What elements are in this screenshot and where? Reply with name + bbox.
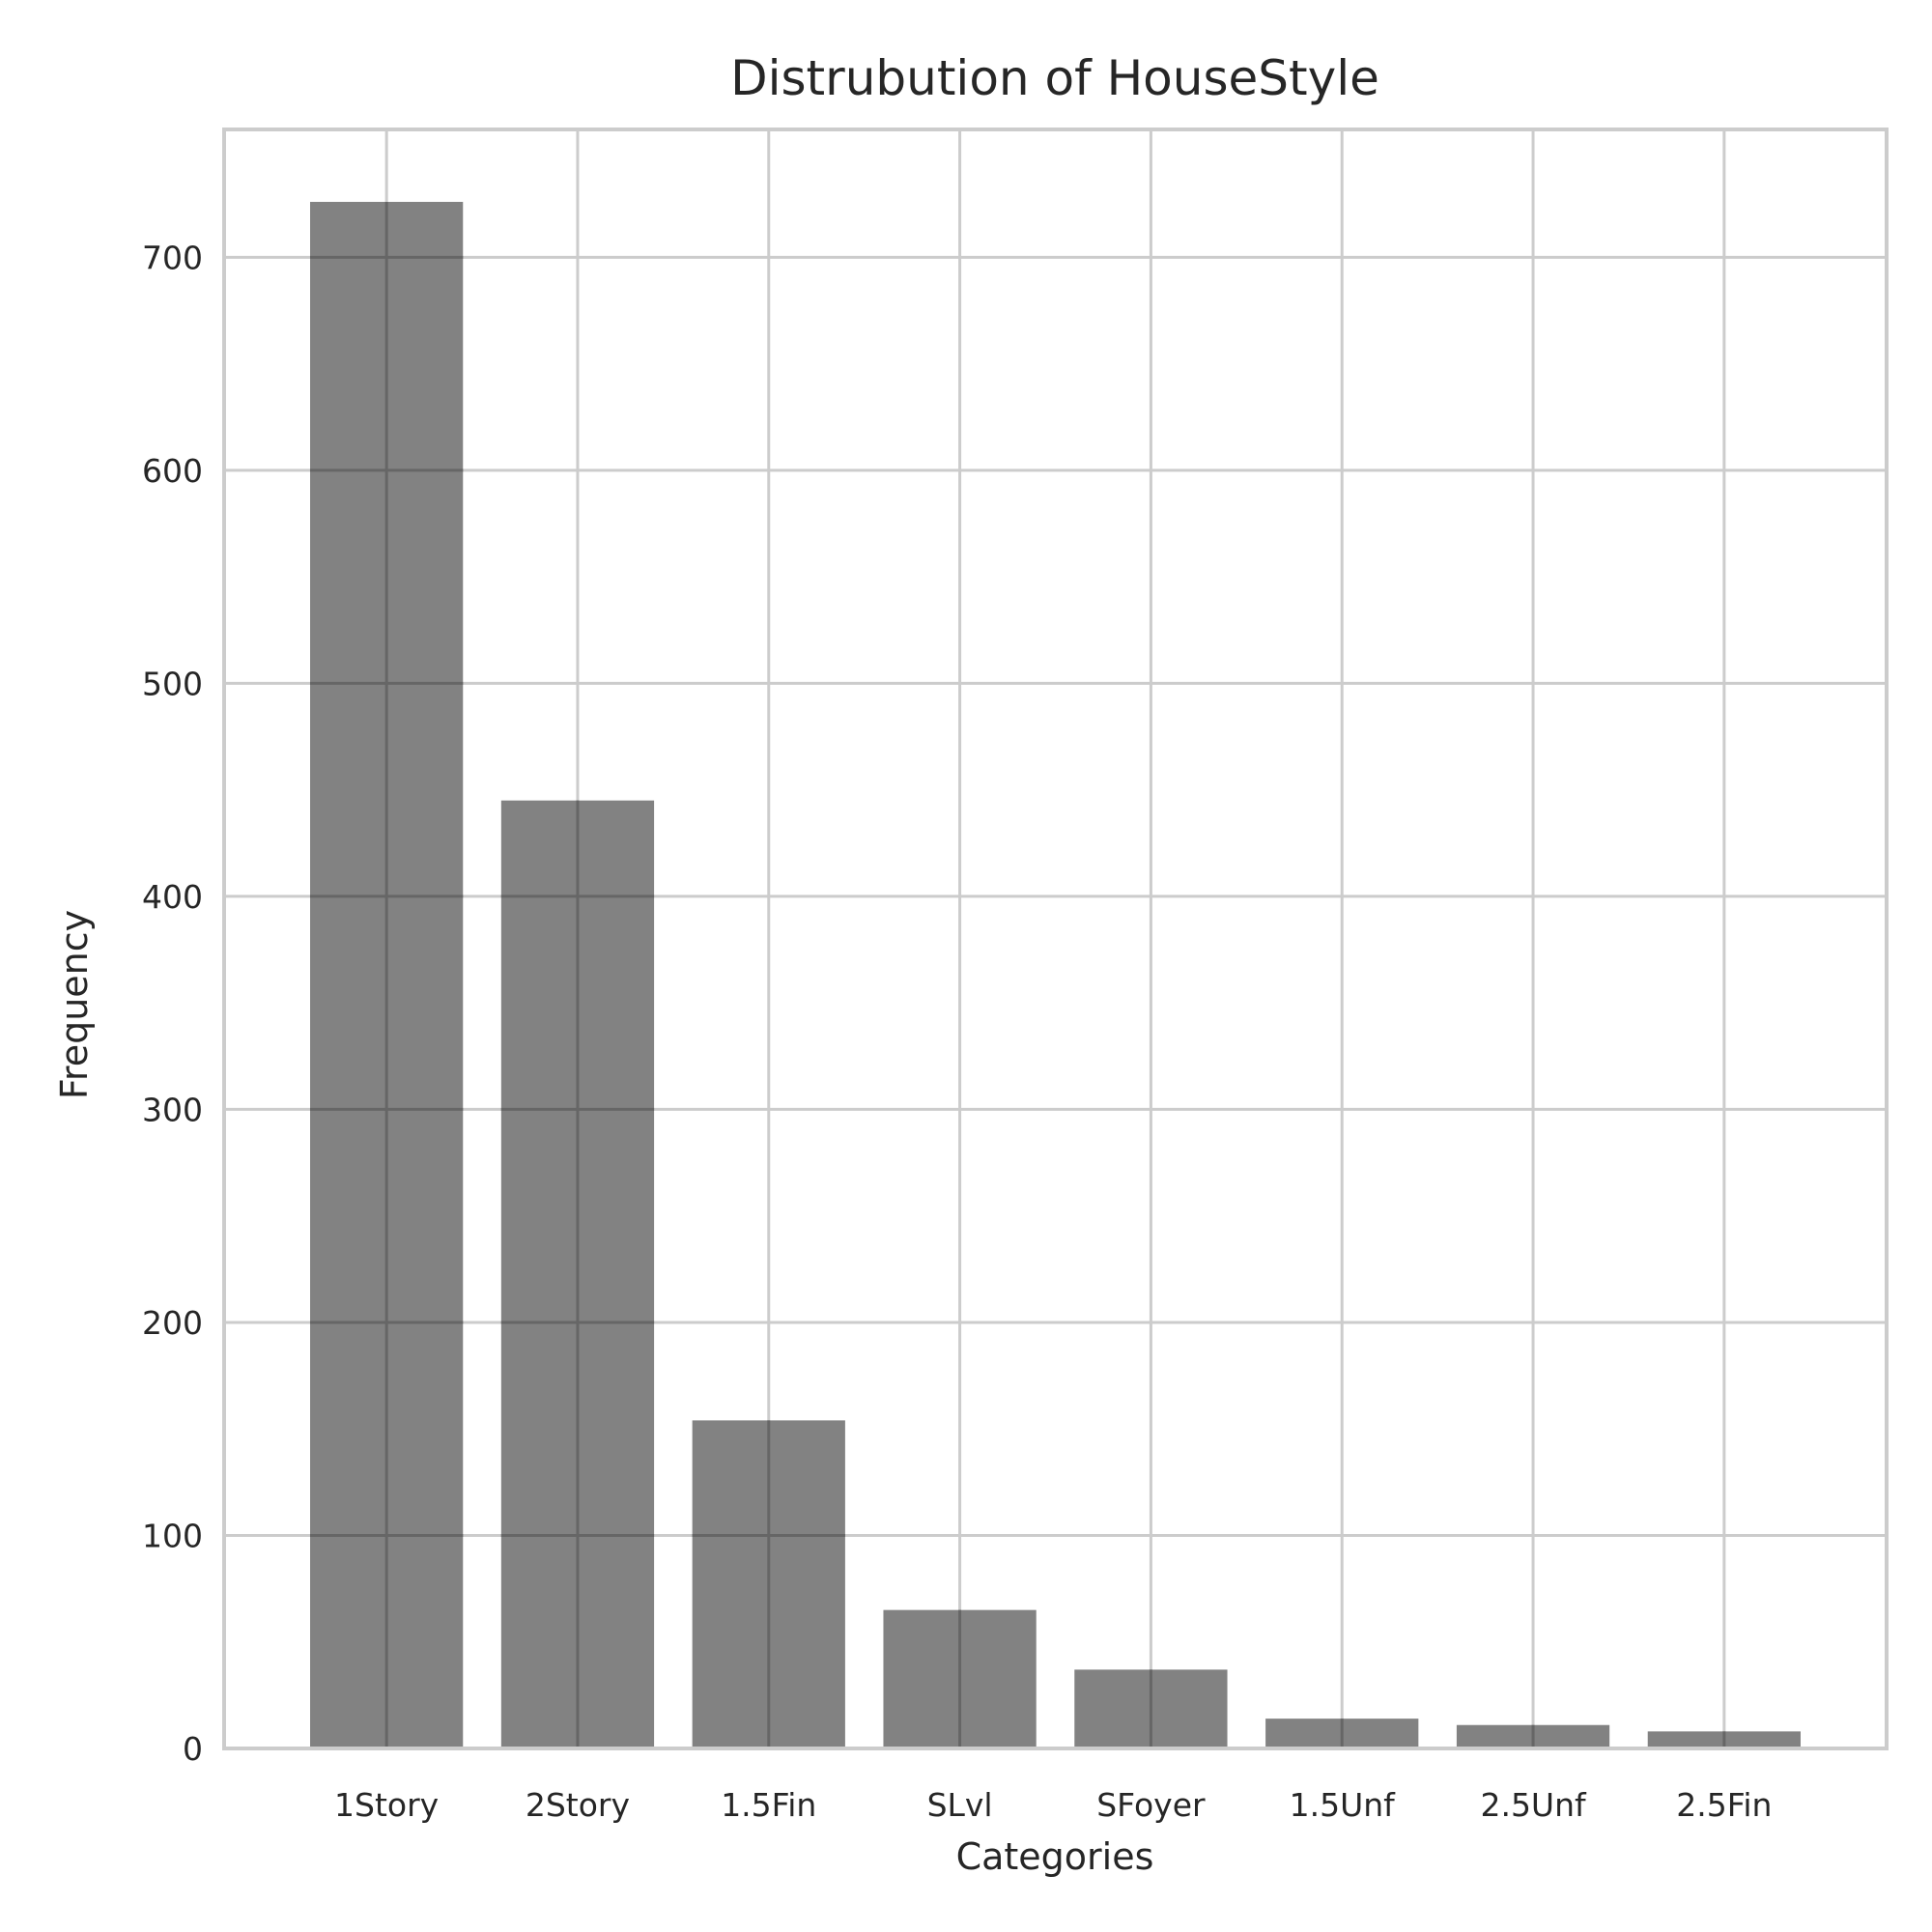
y-tick-label: 700 (142, 239, 203, 276)
x-tick-label: 2Story (526, 1786, 630, 1824)
y-tick-labels: 0 100 200 300 400 500 600 700 (142, 239, 203, 1768)
y-tick-label: 100 (142, 1517, 203, 1554)
x-tick-labels: 1Story 2Story 1.5Fin SLvl SFoyer 1.5Unf 2.5Unf… (334, 1786, 1772, 1824)
plot-frame (222, 128, 1889, 1750)
y-axis-label: Frequency (53, 910, 96, 1099)
x-tick-label: 1.5Unf (1290, 1786, 1397, 1824)
x-tick-label: 2.5Fin (1676, 1786, 1772, 1824)
chart-title: Distrubution of HouseStyle (730, 50, 1379, 106)
x-tick-label: SFoyer (1096, 1786, 1206, 1824)
bars (310, 201, 1801, 1748)
x-tick-label: 2.5Unf (1480, 1786, 1587, 1824)
y-tick-label: 500 (142, 665, 203, 702)
x-tick-label: SLvl (927, 1786, 993, 1824)
y-tick-label: 300 (142, 1091, 203, 1128)
x-tick-label: 1Story (334, 1786, 439, 1824)
y-tick-label: 0 (183, 1730, 203, 1768)
x-tick-label: 1.5Fin (721, 1786, 816, 1824)
x-axis-label: Categories (956, 1835, 1154, 1878)
y-tick-label: 200 (142, 1304, 203, 1342)
y-tick-label: 600 (142, 452, 203, 490)
y-tick-label: 400 (142, 878, 203, 916)
